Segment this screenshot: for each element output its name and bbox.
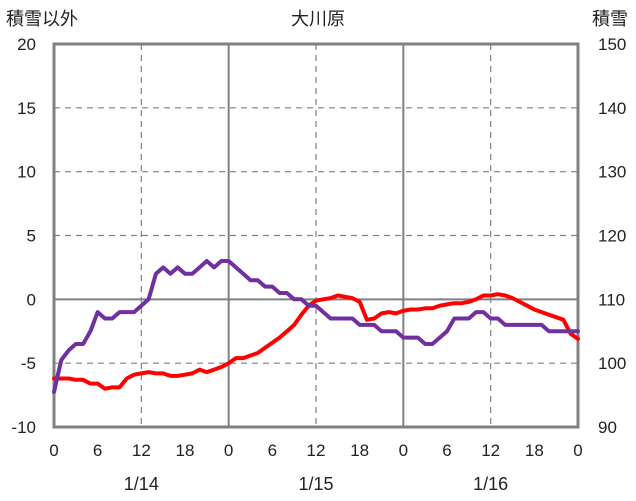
right-tick-label: 100 bbox=[598, 354, 626, 373]
plot-area bbox=[52, 42, 580, 429]
x-tick-label: 18 bbox=[350, 441, 369, 460]
x-tick-label: 0 bbox=[49, 441, 58, 460]
left-tick-label: -10 bbox=[11, 418, 36, 437]
x-tick-label: 6 bbox=[442, 441, 451, 460]
x-tick-label: 18 bbox=[525, 441, 544, 460]
left-tick-label: -5 bbox=[21, 354, 36, 373]
right-tick-label: 130 bbox=[598, 163, 626, 182]
series-right-line bbox=[52, 259, 580, 394]
right-tick-label: 110 bbox=[598, 290, 625, 309]
date-label: 1/15 bbox=[298, 474, 333, 494]
x-tick-label: 12 bbox=[132, 441, 151, 460]
right-tick-label: 120 bbox=[598, 227, 626, 246]
left-tick-label: 20 bbox=[17, 35, 36, 54]
x-tick-label: 18 bbox=[176, 441, 195, 460]
x-tick-label: 12 bbox=[481, 441, 500, 460]
left-tick-label: 5 bbox=[27, 227, 36, 246]
x-tick-label: 0 bbox=[224, 441, 233, 460]
x-tick-label: 0 bbox=[399, 441, 408, 460]
right-tick-label: 90 bbox=[598, 418, 617, 437]
x-tick-label: 6 bbox=[268, 441, 277, 460]
date-label: 1/14 bbox=[124, 474, 159, 494]
series-group bbox=[52, 259, 580, 394]
x-tick-label: 0 bbox=[573, 441, 582, 460]
series-left-line bbox=[52, 292, 580, 391]
left-tick-label: 0 bbox=[27, 290, 36, 309]
grid-lines bbox=[54, 43, 578, 428]
right-tick-label: 150 bbox=[598, 35, 626, 54]
left-tick-label: 10 bbox=[17, 163, 36, 182]
chart-title: 大川原 bbox=[291, 9, 345, 30]
date-label: 1/16 bbox=[473, 474, 508, 494]
right-tick-label: 140 bbox=[598, 99, 626, 118]
right-axis-label: 積雪 bbox=[592, 9, 628, 30]
x-tick-label: 6 bbox=[93, 441, 102, 460]
left-axis-label: 積雪以外 bbox=[6, 9, 78, 30]
left-tick-label: 15 bbox=[17, 99, 36, 118]
x-tick-label: 12 bbox=[307, 441, 326, 460]
